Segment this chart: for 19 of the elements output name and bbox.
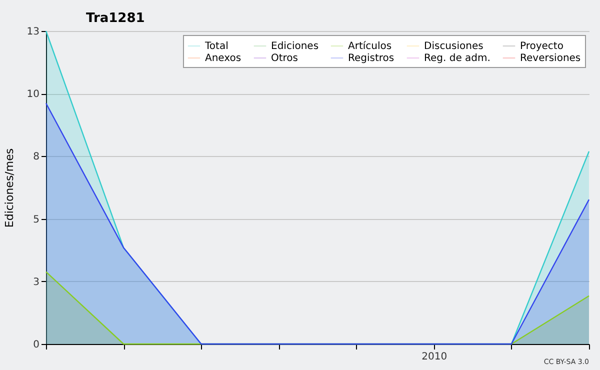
legend-label: Reversiones xyxy=(520,53,581,64)
y-tick-label: 5 xyxy=(33,214,40,226)
legend-label: Otros xyxy=(271,53,298,64)
legend-label: Reg. de adm. xyxy=(424,53,490,64)
y-tick-label: 3 xyxy=(33,276,40,288)
y-axis-title: Ediciones/mes xyxy=(2,148,16,228)
y-tick-label: 10 xyxy=(26,89,40,100)
legend-label: Discusiones xyxy=(424,41,484,52)
legend-label: Artículos xyxy=(348,41,392,52)
y-tick-label: 0 xyxy=(33,340,40,350)
legend-label: Registros xyxy=(348,53,394,64)
x-tick-label: 2010 xyxy=(422,352,448,362)
chart-title: Tra1281 xyxy=(86,11,145,26)
y-tick-label: 8 xyxy=(33,152,40,163)
legend-label: Anexos xyxy=(205,53,242,64)
legend-label: Total xyxy=(204,41,228,52)
legend-label: Proyecto xyxy=(520,41,564,52)
legend-label: Ediciones xyxy=(271,41,319,52)
y-tick-label: 13 xyxy=(26,26,40,38)
